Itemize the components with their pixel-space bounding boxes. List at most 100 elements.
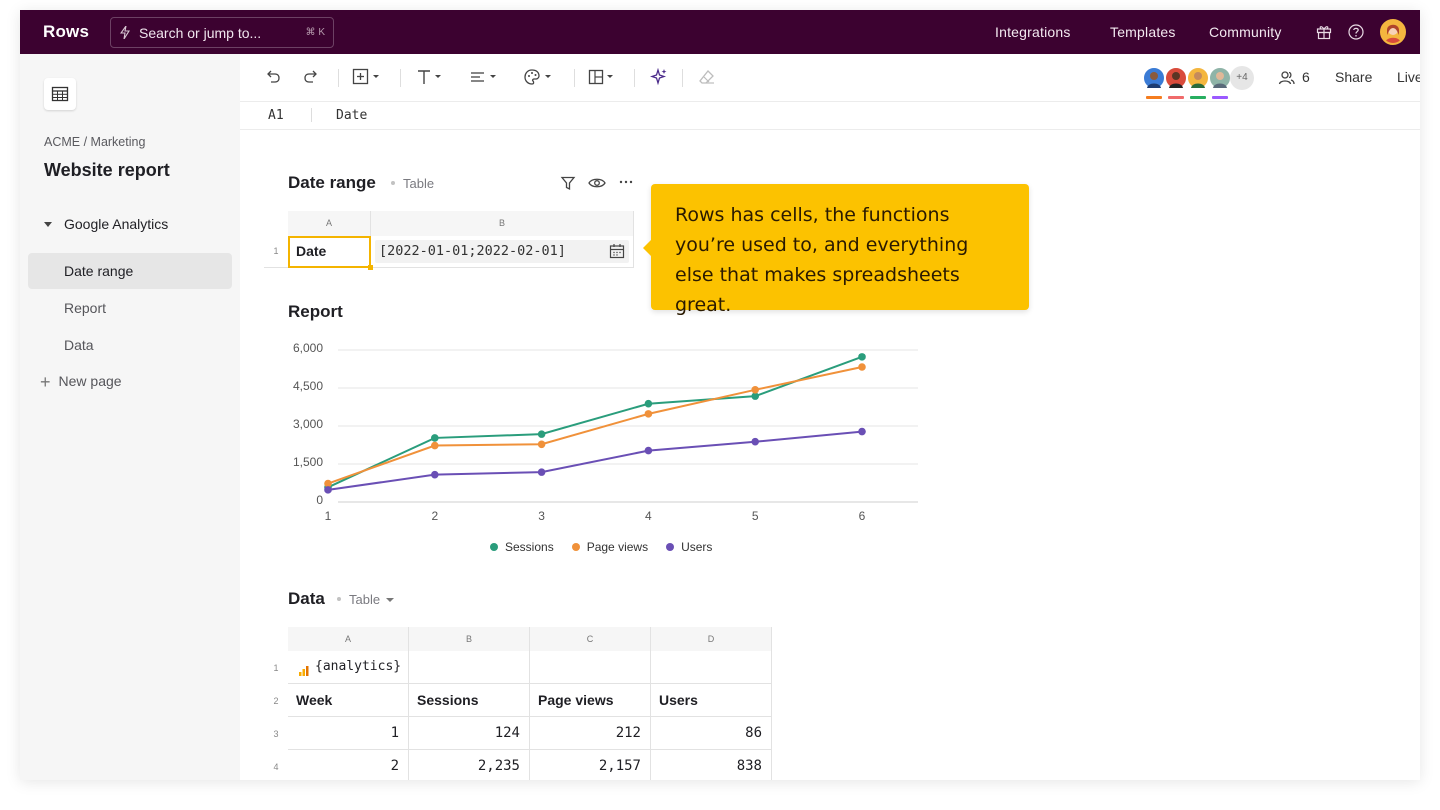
help-icon[interactable] [1347, 23, 1365, 41]
collaborator-avatar[interactable] [1186, 66, 1210, 90]
share-button[interactable]: Share [1335, 69, 1373, 85]
more-options-icon[interactable] [618, 174, 634, 195]
live-button[interactable]: Live [1397, 69, 1420, 85]
collaborator-avatar[interactable] [1142, 66, 1166, 90]
table-cell[interactable]: {analytics} [288, 651, 409, 684]
sidebar-item-data[interactable]: Data [64, 337, 94, 353]
column-header[interactable]: A [288, 627, 409, 651]
search-input[interactable]: Search or jump to... ⌘ K [110, 17, 334, 48]
redo-icon[interactable] [302, 68, 320, 88]
date-label: Date [296, 243, 327, 259]
row-number[interactable]: 3 [273, 729, 279, 739]
data-point [858, 353, 866, 361]
column-header[interactable]: C [530, 627, 651, 651]
collaborator-avatar[interactable] [1208, 66, 1232, 90]
data-title[interactable]: Data [288, 589, 325, 608]
selected-cell-a1[interactable]: Date [288, 236, 371, 268]
date-range-type-label: Table [403, 176, 435, 191]
data-point [324, 486, 332, 494]
analytics-icon [299, 663, 309, 679]
x-tick-label: 2 [431, 509, 438, 523]
rows-logo[interactable]: Rows [43, 22, 90, 41]
toolbar-divider [574, 69, 575, 87]
row-number[interactable]: 1 [273, 663, 279, 673]
palette-icon[interactable] [524, 68, 554, 88]
page-canvas: Date range Table A B 1 [2022-01-01;2022-… [240, 130, 1420, 780]
table-cell[interactable]: 838 [651, 750, 772, 780]
report-title[interactable]: Report [288, 302, 343, 321]
table-header-cell[interactable]: Week [288, 684, 409, 717]
column-header-b[interactable]: B [371, 211, 634, 236]
row-number[interactable]: 4 [273, 762, 279, 772]
table-header-cell[interactable]: Users [651, 684, 772, 717]
fill-handle[interactable] [368, 265, 373, 270]
sidebar-group-google-analytics[interactable]: Google Analytics [44, 216, 168, 232]
separator-dot [337, 596, 341, 601]
data-point [644, 399, 653, 408]
data-point [537, 430, 546, 438]
layout-icon[interactable] [588, 68, 618, 88]
table-cell[interactable] [530, 651, 651, 684]
people-count[interactable]: 6 [1302, 69, 1310, 85]
spreadsheet-icon[interactable] [44, 78, 76, 110]
nav-community[interactable]: Community [1209, 24, 1282, 40]
date-range-title[interactable]: Date range [288, 173, 376, 192]
nav-templates[interactable]: Templates [1110, 24, 1176, 40]
sidebar-item-report[interactable]: Report [64, 300, 107, 316]
table-header-cell[interactable]: Page views [530, 684, 651, 717]
column-header[interactable]: D [651, 627, 772, 651]
y-tick-label: 3,000 [293, 417, 323, 431]
data-source-label: {analytics} [315, 659, 402, 674]
data-point [858, 363, 866, 371]
date-value-cell[interactable]: [2022-01-01;2022-02-01] [371, 236, 634, 268]
row-number[interactable]: 1 [273, 246, 279, 256]
data-type-selector[interactable]: Table [337, 592, 395, 607]
document-title[interactable]: Website report [44, 160, 170, 180]
nav-integrations[interactable]: Integrations [995, 24, 1071, 40]
formula-input[interactable]: Date [336, 108, 368, 123]
collaborator-avatar[interactable] [1164, 66, 1188, 90]
legend-item[interactable]: Sessions [490, 540, 554, 554]
breadcrumb[interactable]: ACME / Marketing [44, 135, 146, 149]
table-cell[interactable]: 86 [651, 717, 772, 750]
insert-element-icon[interactable] [352, 68, 382, 88]
eye-icon[interactable] [588, 175, 606, 196]
formula-bar: A1 Date [240, 102, 1420, 130]
row-number[interactable]: 2 [273, 696, 279, 706]
toolbar: +4 6 Share Live [240, 54, 1420, 102]
ai-sparkle-icon[interactable] [650, 68, 668, 88]
data-point [751, 386, 759, 394]
undo-icon[interactable] [264, 68, 282, 88]
table-cell[interactable]: 212 [530, 717, 651, 750]
table-cell[interactable]: 2,235 [409, 750, 530, 780]
table-header-cell[interactable]: Sessions [409, 684, 530, 717]
column-header[interactable]: B [409, 627, 530, 651]
table-cell[interactable] [409, 651, 530, 684]
table-cell[interactable] [651, 651, 772, 684]
collaborator-color-bar [1146, 96, 1162, 99]
y-tick-label: 4,500 [293, 379, 323, 393]
legend-swatch [666, 543, 675, 551]
align-icon[interactable] [470, 68, 500, 88]
sidebar-item-date-range[interactable]: Date range [28, 253, 232, 289]
legend-item[interactable]: Page views [571, 540, 648, 554]
text-format-icon[interactable] [416, 68, 446, 88]
toolbar-divider [400, 69, 401, 87]
cell-reference[interactable]: A1 [268, 108, 284, 123]
table-cell[interactable]: 2,157 [530, 750, 651, 780]
people-icon[interactable] [1278, 69, 1296, 89]
onboarding-tooltip: Rows has cells, the functions you’re use… [643, 184, 1029, 316]
date-value-field[interactable]: [2022-01-01;2022-02-01] [375, 240, 629, 263]
user-avatar[interactable] [1380, 19, 1406, 45]
eraser-icon[interactable] [698, 68, 716, 88]
table-cell[interactable]: 1 [288, 717, 409, 750]
legend-item[interactable]: Users [666, 540, 712, 554]
more-collaborators-badge[interactable]: +4 [1230, 66, 1254, 90]
column-header-a[interactable]: A [288, 211, 371, 236]
new-page-button[interactable]: + New page [40, 370, 122, 392]
table-cell[interactable]: 124 [409, 717, 530, 750]
calendar-icon[interactable] [609, 243, 625, 262]
table-cell[interactable]: 2 [288, 750, 409, 780]
filter-icon[interactable] [560, 175, 576, 196]
gift-icon[interactable] [1315, 23, 1333, 41]
